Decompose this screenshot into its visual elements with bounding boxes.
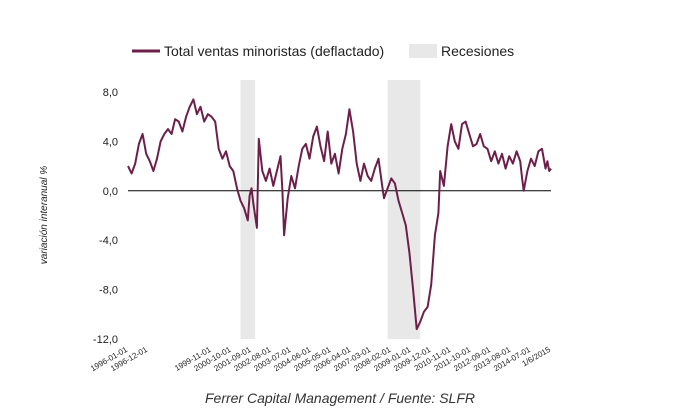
- source-note: Ferrer Capital Management / Fuente: SLFR: [205, 390, 475, 406]
- legend: Total ventas minoristas (deflactado) Rec…: [132, 43, 514, 59]
- y-tick-label-5: -8,0: [99, 285, 118, 297]
- legend-recession-swatch: [409, 44, 437, 58]
- y-axis-ticks: 8,0 4,0 0,0 -4,0 -8,0 -12,0: [93, 87, 118, 346]
- y-tick-label-4: -4,0: [99, 235, 118, 247]
- legend-recession-label: Recesiones: [441, 43, 514, 59]
- legend-series-label: Total ventas minoristas (deflactado): [164, 43, 384, 59]
- recession-band-2: [387, 80, 421, 339]
- series-line: [127, 98, 552, 331]
- y-tick-label-3: 0,0: [103, 186, 118, 198]
- y-tick-label-1: 8,0: [103, 87, 118, 99]
- recession-bands: [240, 80, 421, 339]
- y-tick-label-6: -12,0: [93, 334, 118, 346]
- y-tick-label-2: 4,0: [103, 136, 118, 148]
- y-axis-label: variación interanual %: [39, 166, 50, 264]
